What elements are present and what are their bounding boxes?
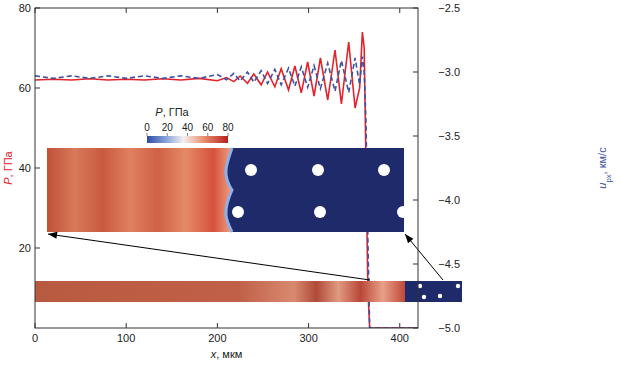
void <box>312 164 324 176</box>
inset-hot <box>47 148 232 232</box>
colorbar <box>147 136 228 143</box>
void <box>314 206 326 218</box>
arrow <box>48 234 370 280</box>
x-tick-top <box>126 8 127 13</box>
y2-tick <box>413 328 418 329</box>
y2-tick <box>413 200 418 201</box>
arrow-head <box>405 234 413 243</box>
y2-tick-label: −2.5 <box>438 2 460 14</box>
series-line <box>35 32 418 328</box>
label-part: px <box>604 174 613 182</box>
x-tick-label: 200 <box>208 332 226 344</box>
y-tick <box>35 88 40 89</box>
x-tick-top <box>399 8 400 13</box>
y2-tick <box>413 136 418 137</box>
strip-cold <box>405 281 462 302</box>
x-tick <box>217 323 218 328</box>
y2-tick-label: −4.5 <box>438 258 460 270</box>
label-part: , ГПа <box>2 150 14 177</box>
y-tick <box>35 168 40 169</box>
arrow <box>405 234 443 280</box>
x-tick-label: 400 <box>391 332 409 344</box>
y2-tick <box>413 264 418 265</box>
inset-cold <box>226 148 404 232</box>
axis-label: x, мкм <box>210 348 243 360</box>
x-tick-top <box>35 8 36 13</box>
plot-frame <box>35 8 418 328</box>
colorbar-tick <box>147 133 148 136</box>
axis-label: P, ГПа <box>2 150 14 184</box>
chart: 0 20 40 60 80 P, ГПа 0 100 200 300 400 20 40 60 80 −2.5… <box>0 0 621 369</box>
void <box>232 206 244 218</box>
axis-label: P, ГПа <box>155 106 189 118</box>
x-tick <box>126 323 127 328</box>
lines <box>35 32 418 328</box>
y-tick <box>35 8 40 9</box>
y2-tick <box>413 8 418 9</box>
x-tick-top <box>308 8 309 13</box>
void <box>422 295 426 299</box>
x-tick-label: 100 <box>117 332 135 344</box>
y2-tick-label: −4.0 <box>438 194 460 206</box>
y-tick <box>35 248 40 249</box>
colorbar-tick <box>207 133 208 136</box>
y2-tick-label: −5.0 <box>438 322 460 334</box>
strip-hot <box>35 281 405 302</box>
colorbar-tick-label: 0 <box>144 122 150 133</box>
x-tick-top <box>217 8 218 13</box>
void <box>397 206 409 218</box>
y-tick-label: 80 <box>19 2 31 14</box>
y-tick-label: 20 <box>19 242 31 254</box>
void <box>245 164 257 176</box>
series-line <box>35 57 418 328</box>
x-tick <box>308 323 309 328</box>
x-tick <box>35 323 36 328</box>
void <box>456 284 460 288</box>
y-tick-label: 40 <box>19 162 31 174</box>
void <box>378 164 390 176</box>
y2-tick-label: −3.5 <box>438 130 460 142</box>
label-part: , ГПа <box>163 106 190 118</box>
colorbar-tick-label: 60 <box>202 122 214 133</box>
colorbar-tick-label: 40 <box>182 122 194 133</box>
colorbar-tick-label: 20 <box>162 122 174 133</box>
y-tick-label: 60 <box>19 82 31 94</box>
x-tick <box>399 323 400 328</box>
x-tick-label: 300 <box>299 332 317 344</box>
arrow-head <box>48 232 57 239</box>
colorbar-tick <box>187 133 188 136</box>
x-tick-label: 0 <box>32 332 38 344</box>
label-part: , мкм <box>216 348 242 360</box>
axis-label: upx, км/с <box>596 147 613 189</box>
inset-images <box>35 148 462 302</box>
label-part: , км/с <box>596 147 608 175</box>
y2-tick <box>413 72 418 73</box>
inset-front <box>226 148 232 232</box>
colorbar-tick <box>228 133 229 136</box>
colorbar-tick-label: 80 <box>222 122 234 133</box>
void <box>438 294 442 298</box>
colorbar-tick <box>167 133 168 136</box>
y2-tick-label: −3.0 <box>438 66 460 78</box>
